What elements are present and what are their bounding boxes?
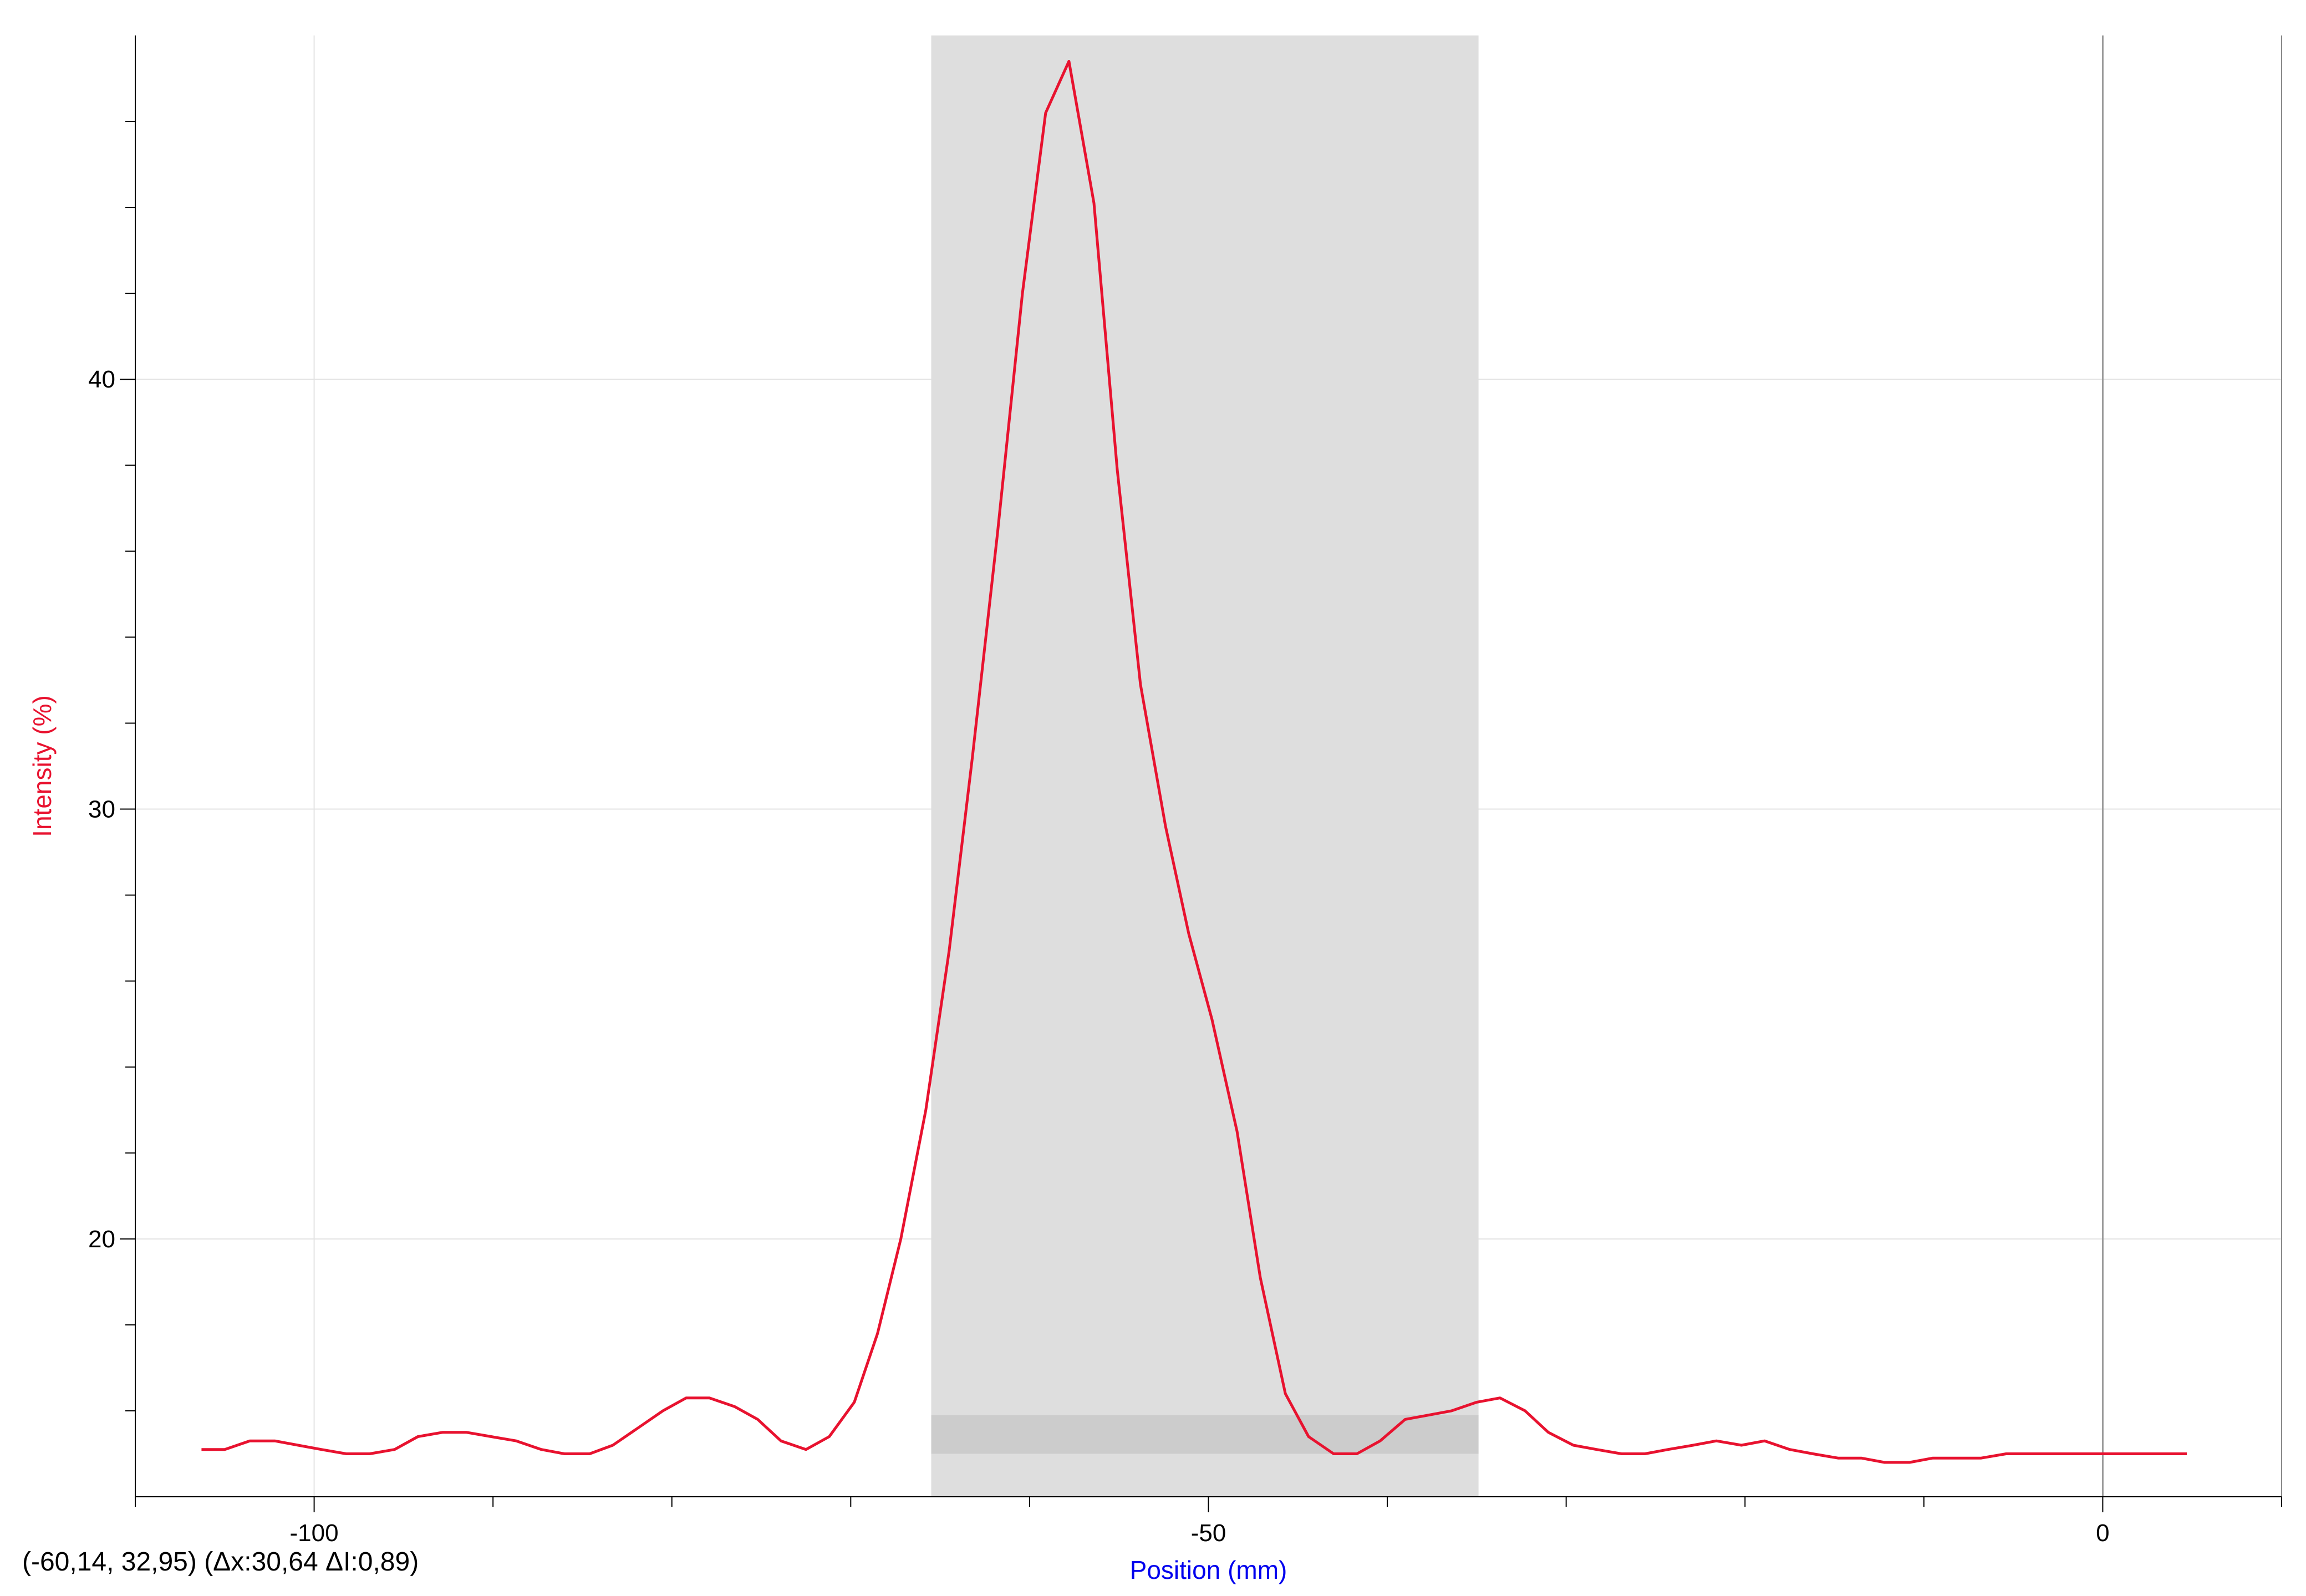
- cursor-readout: (-60,14, 32,95) (Δx:30,64 ΔI:0,89): [22, 1547, 419, 1577]
- intensity-series-line: [201, 60, 2187, 1464]
- x-axis-title: Position (mm): [1130, 1556, 1287, 1584]
- x-tick-label: -100: [290, 1519, 339, 1547]
- selection-region[interactable]: [931, 35, 1479, 1497]
- y-tick-label: 40: [88, 366, 115, 393]
- tick-labels: -100 -50 0 20 30 40: [88, 366, 2110, 1547]
- y-tick-label: 20: [88, 1226, 115, 1253]
- selection-layer[interactable]: [931, 35, 1479, 1497]
- x-tick-label: 0: [2096, 1519, 2109, 1547]
- y-axis-title: Intensity (%): [28, 695, 57, 837]
- selection-delta-band: [931, 1415, 1479, 1454]
- y-tick-label: 30: [88, 796, 115, 823]
- x-tick-label: -50: [1191, 1519, 1226, 1547]
- axis-ticks: [120, 121, 2282, 1512]
- series-layer: [201, 60, 2187, 1464]
